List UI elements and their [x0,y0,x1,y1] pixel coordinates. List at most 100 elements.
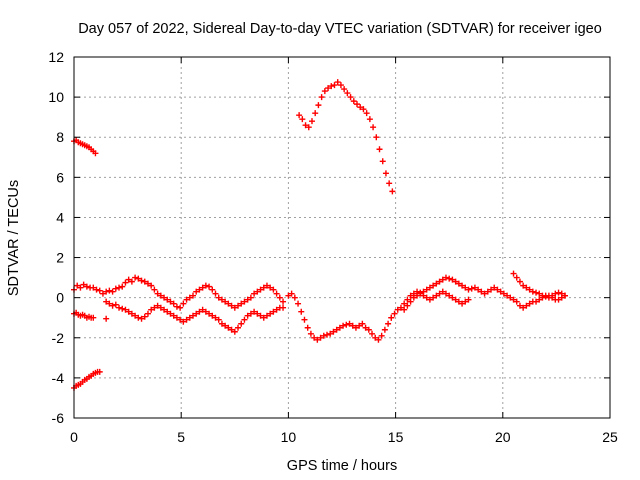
data-point [455,280,462,287]
data-point [257,286,264,293]
data-point [199,306,206,313]
data-point [106,300,113,307]
data-point [257,312,264,319]
data-point [520,282,527,289]
data-point [379,158,386,165]
data-point [112,301,119,308]
data-point [523,284,530,291]
data-point [291,294,298,301]
data-point [209,312,216,319]
axis-ticks: 0 5 10 15 20 25 -6 -4 -2 0 2 4 6 8 10 12 [48,49,618,445]
data-point [341,86,348,93]
data-point [183,316,190,323]
data-point [533,289,540,296]
data-point [260,284,267,291]
data-point [285,292,292,299]
series-arc-1 [71,137,99,157]
data-point [112,285,119,292]
data-point [308,118,315,125]
data-point [263,312,270,319]
data-point [125,308,132,315]
data-point [375,336,382,343]
data-point [354,101,361,108]
data-point [251,290,258,297]
data-point [323,331,330,338]
data-point [215,294,222,301]
data-point [251,308,258,315]
data-point [212,314,219,321]
data-point [331,82,338,89]
data-point [439,288,446,295]
data-point [497,288,504,295]
data-point [350,98,357,105]
data-point [372,334,379,341]
data-point [365,326,372,333]
data-point [260,314,267,321]
data-point [161,306,168,313]
data-point [180,300,187,307]
series-arc-2 [71,368,103,391]
data-point [552,290,559,297]
data-point [391,310,398,317]
data-point [93,286,100,293]
data-point [394,306,401,313]
y-tick-label: 2 [56,250,64,266]
data-point [462,298,469,305]
data-point [267,310,274,317]
x-tick-label: 15 [388,429,404,445]
y-tick-label: 8 [56,129,64,145]
data-point [157,292,164,299]
data-point [177,316,184,323]
data-point [122,279,129,286]
data-point [138,277,145,284]
data-point [135,314,142,321]
data-point [235,302,242,309]
data-point [346,320,353,327]
data-point [363,110,370,117]
data-series [71,79,568,391]
data-point [436,278,443,285]
data-point [533,298,540,305]
data-point [315,102,322,109]
data-point [193,288,200,295]
data-point [452,296,459,303]
data-point [536,296,543,303]
data-point [385,320,392,327]
data-point [109,302,116,309]
data-point [151,304,158,311]
data-point [347,94,354,101]
data-point [90,314,97,321]
data-point [141,313,148,320]
data-point [500,290,507,297]
data-point [164,308,171,315]
data-point [96,368,103,375]
data-point [397,304,404,311]
data-point [420,292,427,299]
data-point [189,312,196,319]
data-point [462,284,469,291]
y-tick-label: 12 [48,49,64,65]
data-point [317,334,324,341]
data-point [362,324,369,331]
data-point [465,296,472,303]
data-point [452,278,459,285]
data-point [225,300,232,307]
data-point [442,290,449,297]
data-point [96,287,103,294]
data-point [333,326,340,333]
data-point [99,290,106,297]
series-arc-7 [296,79,396,195]
data-point [109,288,116,295]
data-point [228,326,235,333]
data-point [478,288,485,295]
data-point [513,274,520,281]
x-tick-label: 5 [177,429,185,445]
data-point [404,302,411,309]
data-point [298,308,305,315]
data-point [455,298,462,305]
data-point [183,296,190,303]
data-point [161,294,168,301]
data-point [507,294,514,301]
data-point [238,320,245,327]
data-point [536,290,543,297]
